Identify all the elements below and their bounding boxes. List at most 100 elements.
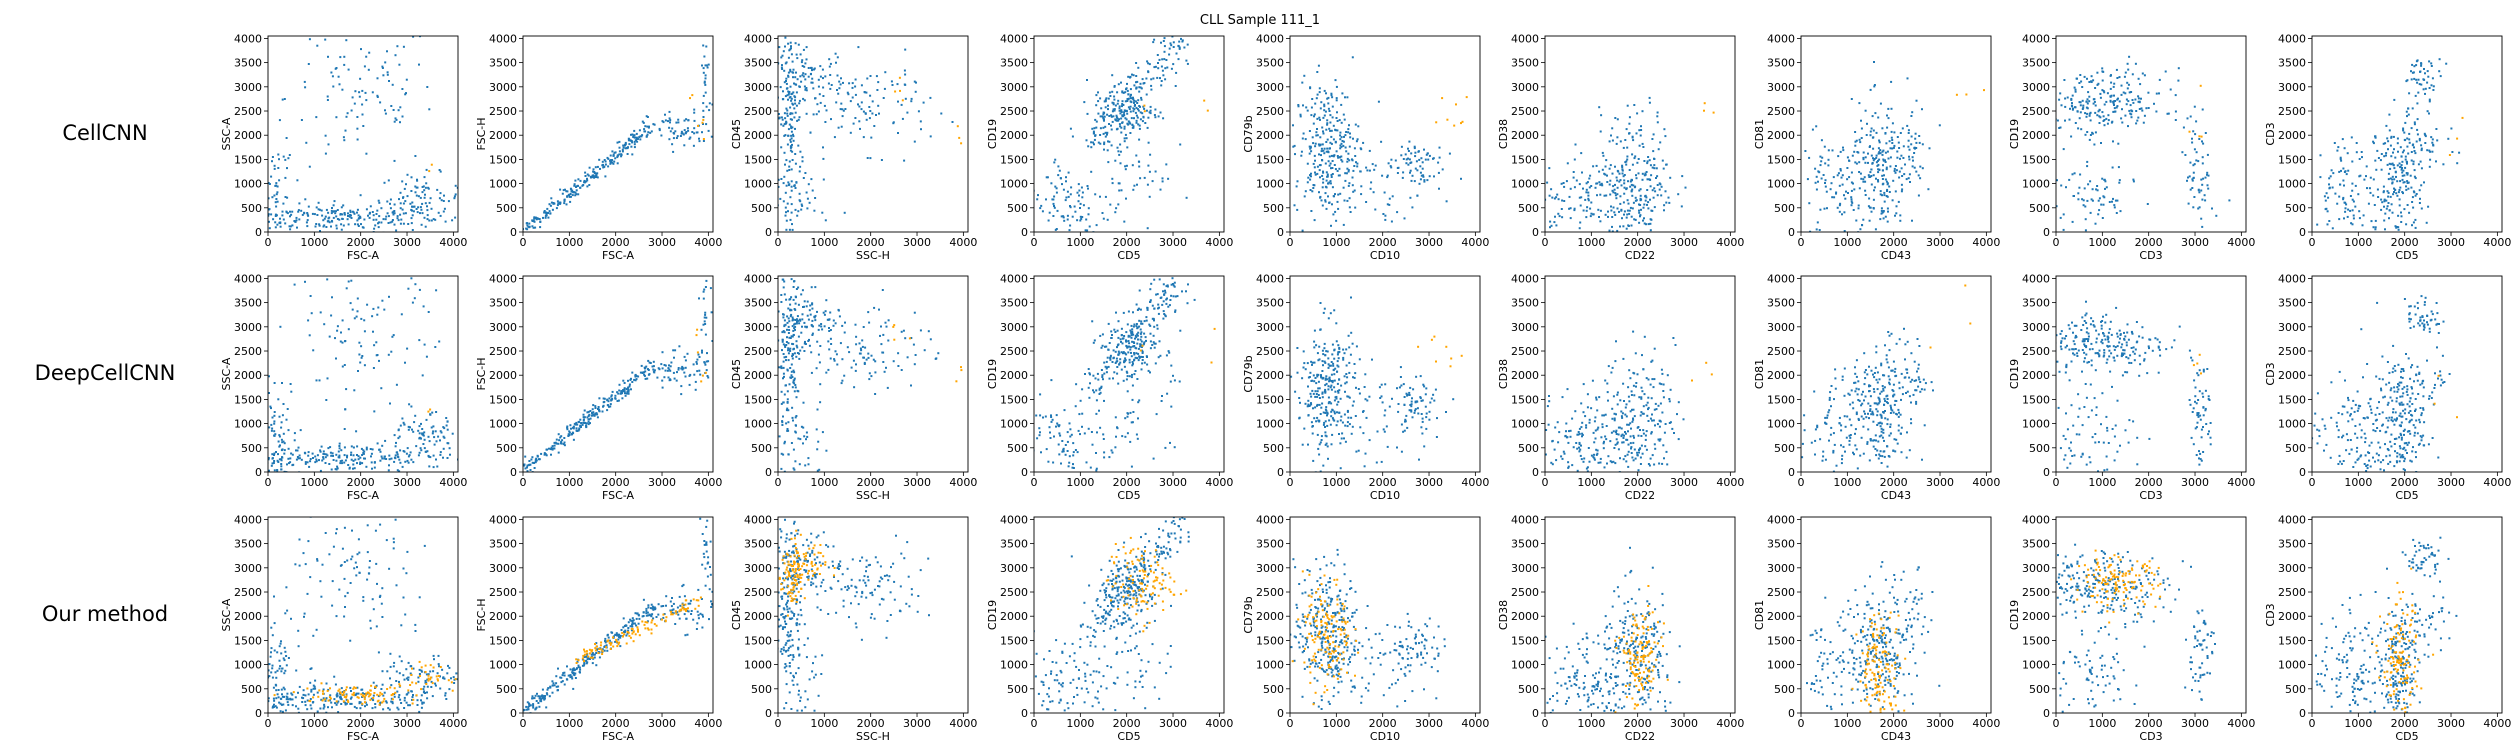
cell-point: [362, 125, 365, 127]
cell-point: [528, 222, 531, 225]
cell-point: [1300, 154, 1303, 157]
cell-point: [1650, 174, 1653, 177]
cell-point: [420, 422, 422, 425]
cell-point: [788, 183, 791, 186]
cell-point: [387, 353, 390, 356]
cell-point: [869, 157, 872, 160]
cell-point: [308, 165, 311, 168]
cell-point: [782, 124, 785, 127]
cell-point: [386, 200, 389, 203]
cell-point: [1328, 155, 1331, 158]
cell-point: [1838, 204, 1841, 207]
cell-point: [393, 223, 396, 226]
cell-point: [1314, 102, 1317, 105]
cell-point: [649, 131, 652, 134]
cell-point: [1607, 215, 1609, 218]
cell-point: [283, 470, 286, 472]
cell-point: [391, 219, 394, 221]
cell-point: [1419, 178, 1422, 181]
cell-point: [1162, 74, 1165, 77]
cell-point: [792, 139, 795, 142]
cell-point: [1164, 67, 1167, 70]
cell-point: [1047, 219, 1050, 222]
cell-point: [1426, 179, 1429, 182]
cell-point: [587, 420, 590, 423]
cell-point: [773, 337, 775, 339]
cell-point: [332, 85, 335, 88]
cell-point: [307, 454, 310, 457]
cell-point: [2096, 189, 2099, 192]
cell-point: [1590, 201, 1593, 204]
cell-point: [1419, 165, 1422, 168]
cell-point: [702, 102, 705, 105]
cell-point: [271, 160, 273, 163]
cell-point: [298, 202, 301, 205]
cell-point: [789, 303, 792, 306]
cell-point: [790, 53, 793, 56]
cell-point: [1639, 194, 1642, 197]
cell-point: [602, 401, 605, 404]
cell-point: [304, 86, 307, 89]
cell-point: [270, 175, 273, 178]
cell-point: [274, 201, 277, 204]
cell-point: [1085, 139, 1088, 142]
points: [775, 36, 963, 232]
cell-point: [781, 118, 784, 121]
cell-point: [281, 98, 284, 101]
cell-point: [1900, 167, 1903, 170]
cell-point: [295, 216, 298, 219]
cell-point: [1680, 205, 1683, 208]
cell-point: [1146, 183, 1149, 186]
cell-point: [784, 214, 787, 217]
cell-point: [402, 421, 405, 424]
cell-point: [1354, 206, 1357, 209]
y-tick-label: 3500: [2278, 57, 2306, 70]
cell-point: [698, 356, 701, 358]
cell-point: [2398, 162, 2401, 165]
cell-point: [438, 197, 441, 200]
cell-point: [360, 317, 363, 320]
cell-point: [707, 63, 710, 66]
cell-point: [693, 132, 696, 135]
cell-point: [704, 313, 707, 316]
cell-point: [423, 216, 426, 219]
cell-point: [1108, 91, 1111, 94]
cell-point: [1099, 97, 1102, 100]
cell-point: [786, 94, 789, 97]
cell-point: [1304, 190, 1307, 193]
y-tick-label: 2000: [2022, 129, 2050, 142]
cell-point: [410, 222, 413, 225]
cell-point: [793, 382, 796, 385]
cell-point: [293, 283, 296, 286]
cell-point: [1326, 123, 1329, 126]
cell-point: [1860, 252, 1862, 254]
cell-point: [704, 74, 707, 77]
cell-point: [547, 212, 549, 214]
cell-point: [1885, 166, 1888, 169]
cell-point: [411, 428, 413, 431]
cell-point: [795, 91, 798, 94]
cell-point: [1915, 99, 1918, 102]
cell-point: [1046, 176, 1049, 179]
cell-point: [775, 137, 777, 139]
cell-point: [1390, 220, 1393, 223]
cell-point: [686, 127, 689, 130]
cell-point: [2117, 166, 2120, 169]
cell-point: [323, 224, 326, 227]
cell-point: [1836, 174, 1839, 177]
cell-point: [1116, 117, 1119, 120]
cell-point: [418, 63, 420, 66]
cell-point: [587, 418, 590, 421]
cell-point: [1858, 102, 1861, 105]
x-tick-label: 0: [1798, 236, 1805, 249]
cell-point: [278, 434, 281, 437]
cell-point: [2188, 175, 2191, 178]
cell-point: [705, 316, 708, 319]
cell-point: [2048, 215, 2050, 217]
x-tick-label: 2000: [347, 476, 375, 489]
cell-point: [563, 444, 566, 447]
cell-point: [2130, 116, 2133, 119]
cell-point: [2124, 114, 2127, 117]
cell-point: [1316, 134, 1319, 137]
cell-point: [1628, 212, 1631, 215]
